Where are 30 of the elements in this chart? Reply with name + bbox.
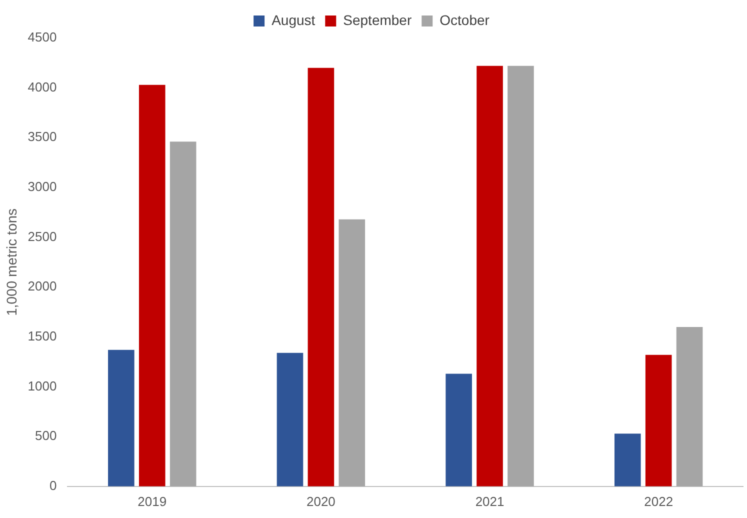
bar (508, 66, 534, 486)
y-tick-label: 2000 (28, 278, 57, 294)
y-tick-label: 3000 (28, 179, 57, 194)
bar (170, 142, 196, 486)
y-tick-label: 4000 (28, 79, 57, 94)
y-axis-title: 1,000 metric tons (3, 208, 20, 316)
bar (614, 434, 641, 486)
bar (645, 354, 672, 486)
bar (108, 350, 134, 486)
bar (476, 66, 503, 486)
y-tick-label: 4500 (28, 30, 57, 45)
y-tick-label: 2500 (28, 228, 57, 244)
x-tick-label: 2021 (475, 494, 504, 509)
y-tick-label: 3500 (28, 129, 57, 144)
bar (138, 84, 166, 486)
legend-label: September (343, 12, 412, 28)
x-tick-label: 2022 (644, 494, 674, 509)
bar (308, 68, 334, 486)
y-tick-label: 1500 (28, 328, 57, 344)
bar (446, 374, 472, 486)
y-tick-label: 1000 (28, 378, 57, 394)
bar (338, 219, 366, 486)
bar (676, 326, 703, 486)
x-tick-label: 2019 (138, 494, 167, 509)
x-tick-label: 2020 (306, 494, 336, 509)
y-tick-label: 500 (35, 428, 57, 444)
y-tick-label: 0 (49, 478, 57, 493)
bar (276, 352, 304, 486)
legend-label: October (440, 12, 490, 28)
legend-label: August (272, 12, 316, 28)
